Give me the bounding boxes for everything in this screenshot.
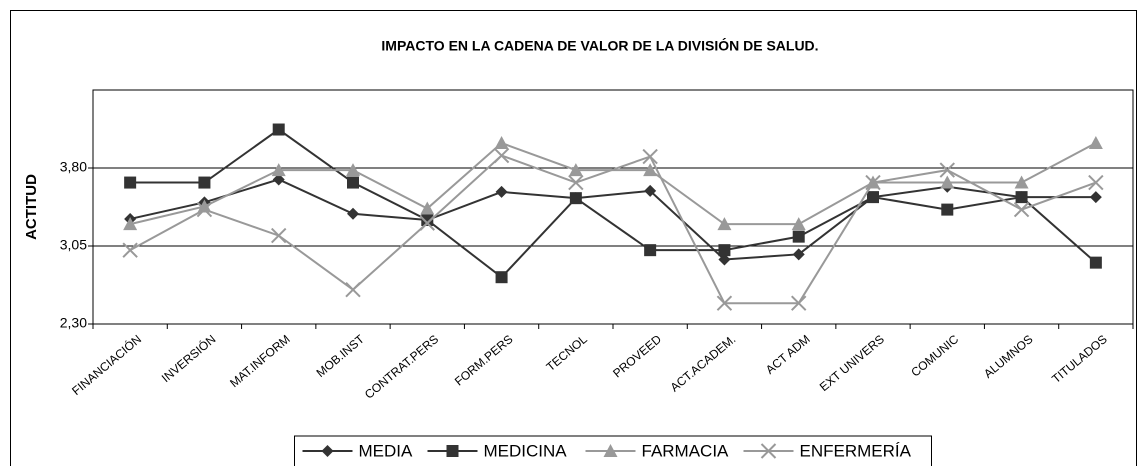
marker [419, 215, 435, 231]
x-tick-label: MOB.INST [314, 332, 368, 380]
y-tick-label: 3,80 [60, 159, 87, 175]
y-tick-label: 2,30 [60, 315, 87, 331]
marker [495, 271, 508, 284]
legend: MEDIA MEDICINA FARMACIA ENFERMERÍA [294, 435, 932, 466]
marker [421, 214, 434, 226]
marker [347, 176, 359, 189]
legend-label: MEDICINA [484, 441, 568, 460]
marker [791, 295, 807, 311]
marker [124, 176, 137, 189]
x-tick-label: COMUNIC [908, 332, 961, 380]
marker [420, 201, 435, 215]
plot-area [92, 89, 1134, 325]
marker [345, 281, 361, 298]
series-line [129, 178, 1096, 261]
x-tick-label: ALUMNOS [981, 332, 1035, 381]
marker [717, 217, 732, 231]
x-tick-label: MAT.INFORM [227, 332, 293, 390]
marker [446, 445, 459, 457]
marker [792, 230, 805, 243]
legend-label: MEDIA [359, 441, 414, 460]
marker [603, 444, 618, 457]
marker [867, 191, 879, 204]
y-tick-label: 3,05 [60, 237, 87, 253]
marker [346, 163, 360, 177]
marker [865, 174, 881, 191]
series-line [130, 128, 1097, 279]
marker [941, 203, 954, 216]
marker [495, 185, 508, 198]
x-tick-label: EXT UNIVERS [817, 332, 887, 394]
marker [718, 253, 731, 266]
marker [272, 123, 285, 136]
marker [197, 199, 212, 213]
marker [347, 207, 359, 220]
x-tick-label: ACT ADM [763, 332, 813, 377]
marker [493, 147, 510, 164]
x-tick-label: TITULADOS [1049, 332, 1110, 386]
marker [940, 175, 955, 189]
chart-title: IMPACTO EN LA CADENA DE VALOR DE LA DIVI… [381, 37, 818, 54]
x-tick-label: TECNOL [544, 332, 591, 374]
marker [1014, 175, 1029, 189]
marker [122, 242, 138, 258]
series-line [129, 154, 1097, 305]
x-tick-label: PROVEED [610, 332, 664, 381]
y-axis-label: ACTITUD [23, 174, 40, 240]
marker [939, 162, 955, 178]
marker [494, 136, 509, 150]
x-tick-label: FORM.PERS [452, 332, 516, 389]
marker [791, 217, 806, 231]
marker [271, 163, 286, 177]
x-tick-label: CONTRAT.PERS [362, 332, 441, 402]
marker [644, 244, 657, 257]
marker [568, 174, 584, 191]
marker [718, 244, 731, 257]
marker [792, 248, 805, 261]
legend-label: FARMACIA [642, 441, 730, 460]
marker [196, 201, 213, 218]
marker [569, 192, 582, 205]
marker [1089, 191, 1102, 204]
legend-label: ENFERMERÍA [800, 441, 912, 460]
marker [1088, 136, 1103, 150]
x-tick-label: ACT.ACADEM. [668, 332, 739, 395]
marker [642, 148, 658, 165]
marker [271, 227, 287, 244]
marker [1088, 174, 1104, 191]
marker [643, 163, 658, 177]
marker [644, 184, 657, 197]
chart-frame [10, 10, 1137, 466]
marker [321, 445, 334, 457]
x-tick-label: INVERSIÓN [158, 331, 218, 385]
marker [1015, 191, 1028, 204]
marker [1089, 256, 1102, 269]
marker [716, 295, 733, 311]
marker [272, 173, 285, 186]
marker [198, 176, 211, 189]
marker [1013, 201, 1030, 218]
marker [568, 163, 583, 177]
x-tick-label: FINANCIACIÓN [69, 331, 145, 398]
marker [760, 443, 777, 459]
marker [123, 217, 138, 231]
